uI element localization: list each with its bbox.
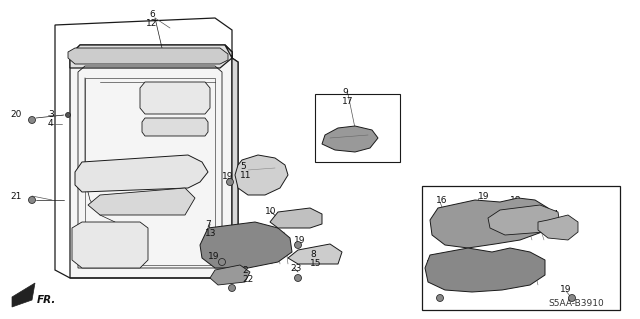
- Text: 9: 9: [342, 88, 348, 97]
- Polygon shape: [142, 118, 208, 136]
- Text: 8: 8: [310, 250, 316, 259]
- Text: 19: 19: [478, 192, 490, 201]
- Polygon shape: [430, 198, 552, 248]
- Circle shape: [65, 113, 70, 117]
- Polygon shape: [200, 222, 292, 268]
- Polygon shape: [235, 155, 288, 195]
- Text: S5AA-B3910: S5AA-B3910: [548, 299, 604, 308]
- Text: 19: 19: [560, 285, 572, 294]
- Circle shape: [29, 197, 35, 204]
- Polygon shape: [12, 283, 35, 307]
- Text: 2: 2: [242, 266, 248, 275]
- Text: 19: 19: [208, 252, 220, 261]
- Text: 22: 22: [242, 275, 253, 284]
- Polygon shape: [210, 265, 250, 285]
- Text: 14: 14: [548, 210, 559, 219]
- Circle shape: [29, 116, 35, 123]
- Circle shape: [227, 179, 234, 186]
- Circle shape: [218, 258, 225, 265]
- Text: 19: 19: [294, 236, 305, 245]
- Polygon shape: [70, 45, 232, 68]
- Text: 7: 7: [205, 220, 211, 229]
- Polygon shape: [68, 48, 228, 64]
- Text: 4: 4: [48, 119, 54, 128]
- Text: 3: 3: [48, 110, 54, 119]
- Text: 16: 16: [436, 196, 447, 205]
- Text: 5: 5: [240, 162, 246, 171]
- Polygon shape: [538, 215, 578, 240]
- Polygon shape: [270, 208, 322, 228]
- Polygon shape: [75, 155, 208, 192]
- Polygon shape: [488, 205, 560, 235]
- Text: 11: 11: [240, 171, 252, 180]
- Circle shape: [294, 275, 301, 281]
- Circle shape: [568, 294, 575, 301]
- Text: FR.: FR.: [37, 295, 56, 305]
- Circle shape: [294, 241, 301, 249]
- Text: 1: 1: [426, 260, 432, 269]
- Text: 17: 17: [342, 97, 353, 106]
- Text: 6: 6: [149, 10, 155, 19]
- Circle shape: [228, 285, 236, 292]
- Text: 23: 23: [290, 264, 301, 273]
- Text: 13: 13: [205, 229, 216, 238]
- Text: 10: 10: [265, 207, 276, 216]
- Text: 18: 18: [510, 196, 522, 205]
- Polygon shape: [70, 45, 232, 278]
- Polygon shape: [288, 244, 342, 264]
- Text: 21: 21: [10, 192, 21, 201]
- Text: 20: 20: [10, 110, 21, 119]
- Polygon shape: [425, 248, 545, 292]
- Text: 12: 12: [147, 19, 157, 28]
- Polygon shape: [322, 126, 378, 152]
- Text: 15: 15: [310, 259, 321, 268]
- Text: 19: 19: [222, 172, 234, 181]
- Polygon shape: [88, 188, 195, 215]
- Text: 22: 22: [432, 272, 444, 281]
- Polygon shape: [140, 82, 210, 114]
- Circle shape: [436, 294, 444, 301]
- Polygon shape: [72, 222, 148, 268]
- Polygon shape: [225, 45, 238, 278]
